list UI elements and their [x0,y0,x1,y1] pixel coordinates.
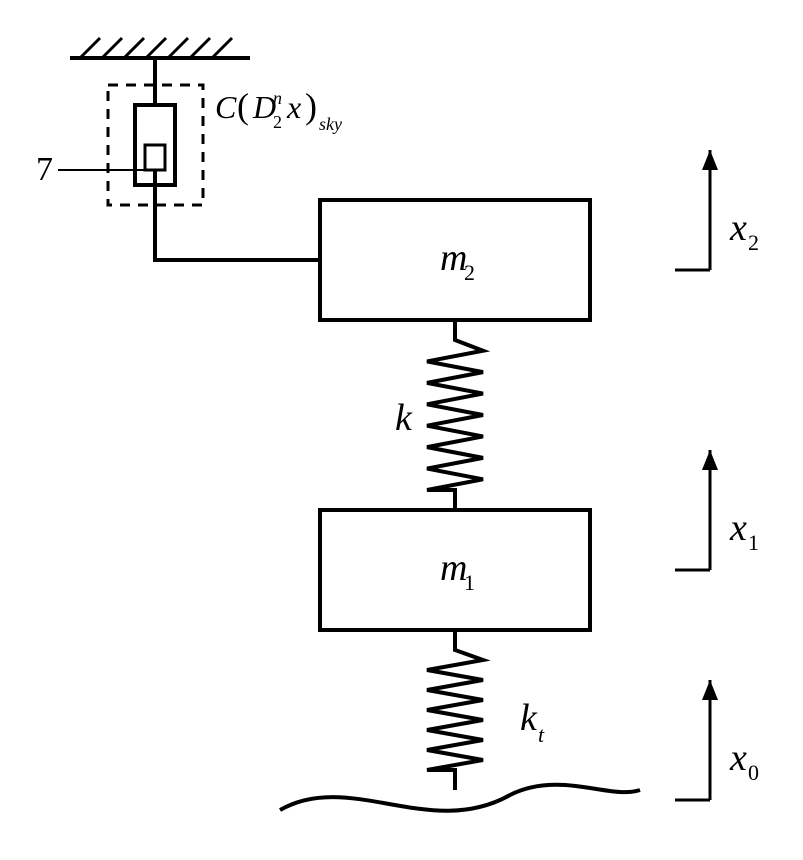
svg-text:): ) [305,86,317,126]
svg-text:x: x [729,737,747,779]
mass-m1-label: m1 [440,547,475,595]
spring-k: k [395,320,483,510]
coord-arrow-x1: x1 [675,450,759,570]
leader-7-text: 7 [36,151,53,188]
svg-text:x: x [729,507,747,549]
svg-text:k: k [520,697,538,739]
damper-label: C(Dn2x)sky [215,86,342,134]
connector-damper-m2 [155,205,320,260]
spring-k-label: k [395,397,413,439]
svg-text:0: 0 [748,760,759,785]
svg-text:x: x [729,207,747,249]
svg-text:C: C [215,89,237,125]
svg-text:2: 2 [464,260,475,285]
skyhook-damper: C(Dn2x)sky [108,58,342,220]
svg-text:x: x [286,89,301,125]
mass-m2-label: m2 [440,237,475,285]
spring-kt-label: kt [520,697,545,747]
svg-text:t: t [538,722,545,747]
leader-7: 7 [36,151,150,188]
svg-text:n: n [273,88,282,108]
svg-text:1: 1 [748,530,759,555]
road-profile [280,785,640,811]
ground-hatch [70,38,250,58]
svg-text:sky: sky [319,114,342,134]
svg-text:2: 2 [748,230,759,255]
svg-text:2: 2 [273,112,282,132]
mass-m2: m2 [320,200,590,320]
svg-text:(: ( [237,86,249,126]
spring-kt: kt [427,630,545,790]
coord-arrow-x0: x0 [675,680,759,800]
suspension-diagram: C(Dn2x)sky 7 m2 k m1 kt x2x1x0 [0,0,803,860]
mass-m1: m1 [320,510,590,630]
svg-text:1: 1 [464,570,475,595]
coord-arrow-x2: x2 [675,150,759,270]
